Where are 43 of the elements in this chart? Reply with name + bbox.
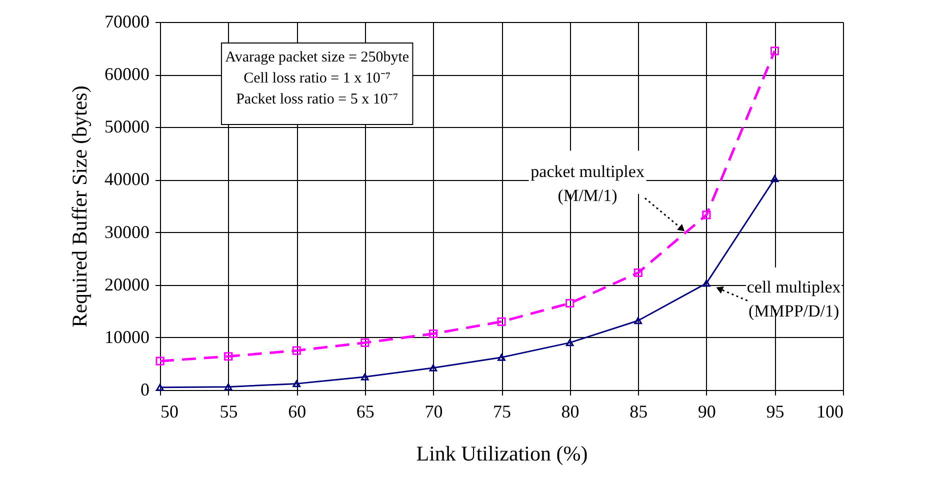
x-tick-label: 75	[493, 402, 511, 422]
point	[634, 317, 642, 324]
y-tick-label: 60000	[104, 64, 150, 84]
point	[292, 380, 301, 388]
point	[224, 352, 233, 361]
y-tick-label: 10000	[104, 326, 150, 347]
y-tick-label: 0	[140, 380, 150, 400]
y-tick-label: 50000	[104, 116, 150, 137]
point	[360, 338, 370, 347]
x-tick-label: 90	[698, 402, 716, 422]
point	[770, 46, 779, 56]
x-tick-label: 50	[160, 402, 178, 422]
point	[360, 373, 369, 380]
point	[156, 356, 164, 366]
y-tick-label: 30000	[104, 222, 150, 242]
x-axis-title: Link Utilization (%)	[416, 442, 588, 466]
point	[429, 364, 438, 372]
x-tick-label: 100	[816, 402, 844, 422]
x-tick-label: 85	[630, 402, 648, 422]
x-tick-label: 65	[356, 402, 374, 422]
point	[566, 339, 574, 346]
x-tick-label: 60	[288, 402, 306, 422]
y-axis-title: Required Buffer Size (bytes)	[68, 86, 92, 328]
annotation: packet multiplex (M/M/1)	[530, 162, 645, 205]
point	[702, 280, 710, 287]
x-tick-label: 80	[561, 402, 580, 422]
point	[566, 298, 574, 308]
point	[770, 175, 779, 182]
point	[498, 354, 506, 361]
y-tick-label: 70000	[104, 12, 150, 32]
point	[224, 383, 232, 390]
point	[292, 346, 301, 355]
point	[428, 329, 438, 338]
annotation: cell multiplex (MMPP/D/1)	[746, 277, 842, 320]
point	[497, 317, 506, 326]
point	[702, 210, 711, 220]
annotation: Avarage packet size = 250byte Cell loss ratio = 1 x 10⁻⁷ Packet loss ratio = 5 x 10⁻⁷	[225, 49, 410, 108]
y-tick-label: 20000	[104, 274, 150, 294]
x-tick-label: 70	[424, 402, 443, 422]
x-tick-label: 95	[766, 402, 784, 422]
point	[634, 268, 642, 278]
y-tick-label: 40000	[104, 169, 150, 190]
x-tick-label: 55	[220, 402, 238, 422]
